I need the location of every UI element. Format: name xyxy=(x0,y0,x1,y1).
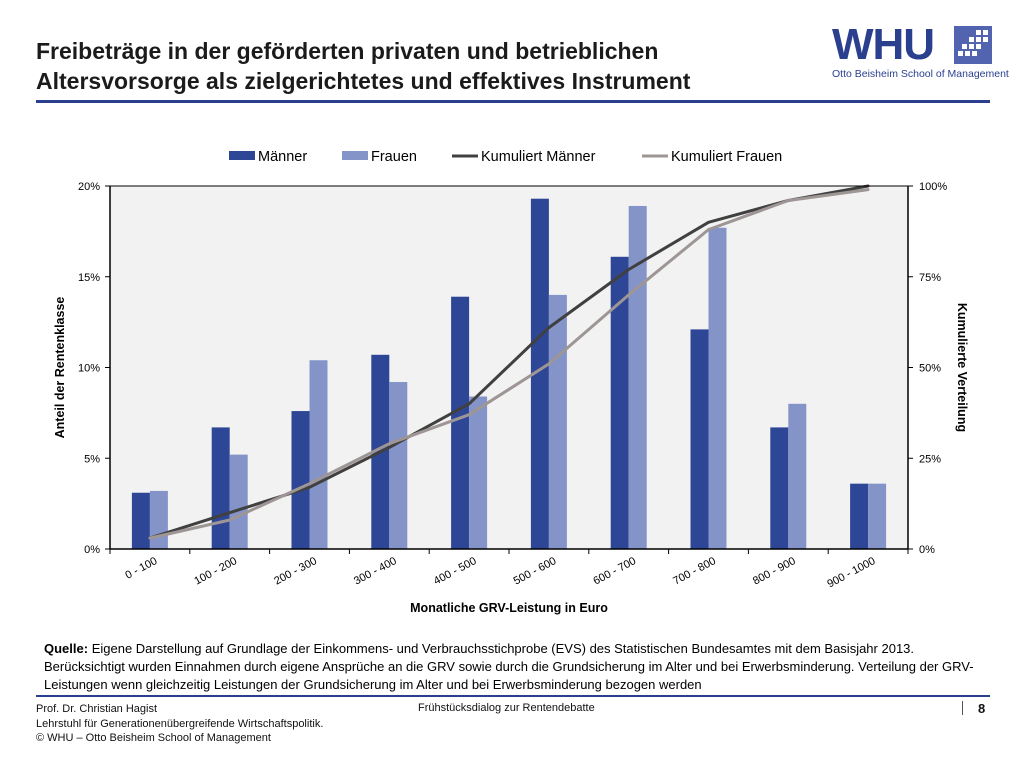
bar-frauen-4 xyxy=(469,396,488,549)
logo-subtitle: Otto Beisheim School of Management xyxy=(832,68,1009,80)
legend-label-3: Kumuliert Frauen xyxy=(671,149,782,165)
y-tick-label-right: 100% xyxy=(919,181,947,193)
footer-author-block: Prof. Dr. Christian Hagist Lehrstuhl für… xyxy=(36,702,323,746)
bar-maenner-4 xyxy=(451,296,470,549)
chart-legend: Männer Frauen Kumuliert Männer Kumuliert Fr… xyxy=(229,149,782,165)
legend-swatch-1 xyxy=(342,151,368,160)
bar-frauen-8 xyxy=(788,403,807,549)
footer-chair: Lehrstuhl für Generationenübergreifende … xyxy=(36,717,324,730)
y-tick-label-right: 25% xyxy=(919,453,941,465)
bar-frauen-6 xyxy=(628,205,647,549)
legend-label-2: Kumuliert Männer xyxy=(481,149,596,165)
legend-label-1: Frauen xyxy=(371,149,417,165)
bar-frauen-7 xyxy=(708,227,727,549)
bar-maenner-7 xyxy=(690,329,709,549)
bar-maenner-2 xyxy=(291,411,310,549)
legend-swatch-0 xyxy=(229,151,255,160)
logo-text: WHU xyxy=(832,20,935,69)
bar-maenner-1 xyxy=(211,427,230,549)
bar-frauen-5 xyxy=(548,294,567,549)
y-tick-label-left: 15% xyxy=(78,272,100,284)
x-tick-label: 900 - 1000 xyxy=(825,555,877,590)
logo-mark-icon xyxy=(954,26,992,64)
header-divider xyxy=(36,100,990,103)
bar-maenner-8 xyxy=(770,427,789,549)
bar-maenner-0 xyxy=(131,492,150,549)
footer-divider xyxy=(36,695,990,697)
x-tick-label: 100 - 200 xyxy=(192,555,239,587)
y-tick-label-left: 10% xyxy=(78,363,100,375)
chart: Männer Frauen Kumuliert Männer Kumuliert Fr… xyxy=(53,149,969,615)
bar-frauen-2 xyxy=(309,360,328,549)
source-note: Quelle: Eigene Darstellung auf Grundlage… xyxy=(44,640,984,694)
bar-frauen-9 xyxy=(868,483,887,549)
x-tick-label: 700 - 800 xyxy=(671,555,718,587)
source-text: Eigene Darstellung auf Grundlage der Ein… xyxy=(44,641,974,692)
footer-author: Prof. Dr. Christian Hagist xyxy=(36,703,158,715)
bar-frauen-0 xyxy=(149,490,168,549)
title-line-1: Freibeträge in der geförderten privaten … xyxy=(36,38,659,64)
footer-copyright: © WHU – Otto Beisheim School of Manageme… xyxy=(36,732,271,744)
line-kumuliert-maenner xyxy=(148,184,870,540)
chart-bars xyxy=(131,198,887,549)
legend-label-0: Männer xyxy=(258,149,307,165)
y-axis-title-right: Kumulierte Verteilung xyxy=(955,303,969,432)
bar-frauen-1 xyxy=(229,454,248,549)
y-tick-label-left: 5% xyxy=(84,453,100,465)
x-tick-label: 300 - 400 xyxy=(352,555,399,587)
x-tick-label: 600 - 700 xyxy=(591,555,638,587)
footer-event: Frühstücksdialog zur Rentendebatte xyxy=(418,702,595,714)
source-label: Quelle: xyxy=(44,641,89,656)
bar-maenner-9 xyxy=(850,483,869,549)
footer-separator xyxy=(962,701,963,715)
x-tick-label: 400 - 500 xyxy=(432,555,479,587)
x-tick-label: 500 - 600 xyxy=(512,555,559,587)
y-tick-label-left: 20% xyxy=(78,181,100,193)
slide-title: Freibeträge in der geförderten privaten … xyxy=(36,36,816,96)
y-tick-label-right: 75% xyxy=(919,272,941,284)
line-kumuliert-frauen xyxy=(148,188,870,540)
x-tick-label: 200 - 300 xyxy=(272,555,319,587)
y-tick-label-left: 0% xyxy=(84,544,100,556)
chart-lines xyxy=(148,184,870,540)
title-line-2: Altersvorsorge als zielgerichtetes und e… xyxy=(36,68,691,94)
page-number: 8 xyxy=(978,701,986,716)
x-tick-label: 0 - 100 xyxy=(123,555,159,582)
bar-maenner-5 xyxy=(530,198,549,549)
x-tick-label: 800 - 900 xyxy=(751,555,798,587)
chart-axes xyxy=(105,185,913,554)
y-tick-label-right: 0% xyxy=(919,544,935,556)
x-axis-title: Monatliche GRV-Leistung in Euro xyxy=(410,601,608,615)
bar-maenner-6 xyxy=(610,256,629,549)
bar-frauen-3 xyxy=(389,382,408,549)
y-axis-title-left: Anteil der Rentenklasse xyxy=(53,297,67,439)
y-tick-label-right: 50% xyxy=(919,363,941,375)
whu-logo: WHU Otto Beisheim School of Management xyxy=(832,20,1009,84)
